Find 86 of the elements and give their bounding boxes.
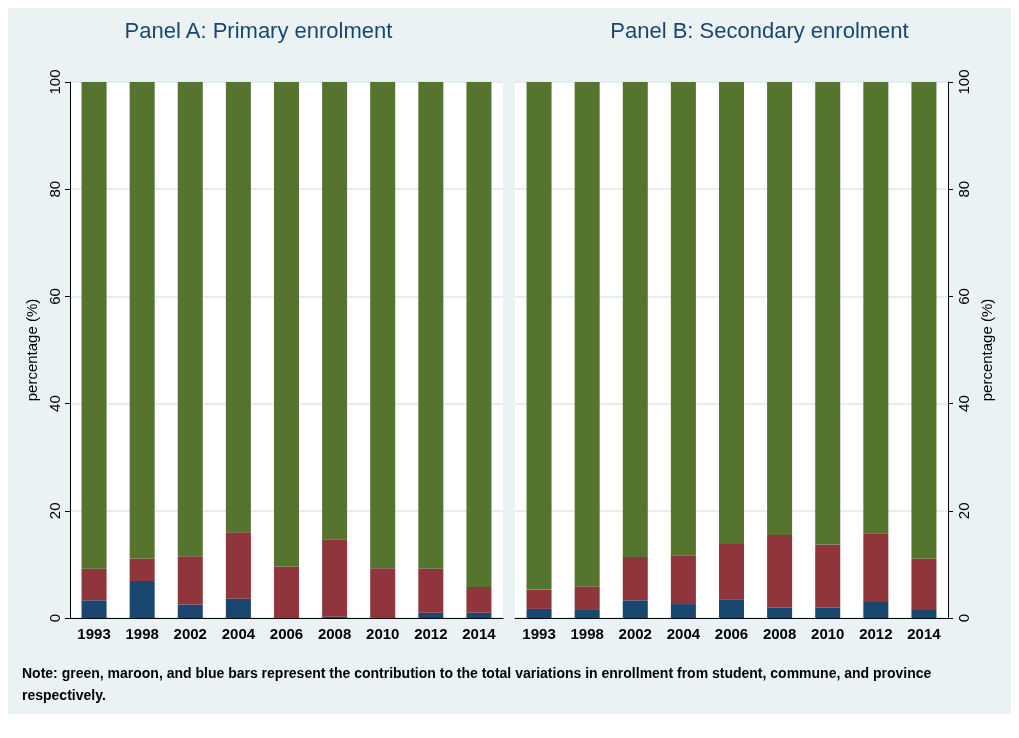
bar xyxy=(177,604,203,618)
bar xyxy=(466,82,492,587)
x-tick-label: 2002 xyxy=(618,625,652,642)
bar xyxy=(574,609,600,618)
x-tick-label: 2008 xyxy=(317,625,352,642)
x-tick-label: 1998 xyxy=(125,625,159,642)
bar xyxy=(466,586,492,613)
bar xyxy=(322,539,348,617)
y-tick-label: 0 xyxy=(955,613,972,623)
chart-title: Panel B: Secondary enrolment xyxy=(610,17,909,43)
bar xyxy=(815,607,841,618)
bar xyxy=(370,82,396,569)
bar xyxy=(767,82,793,535)
x-tick-label: 2014 xyxy=(462,625,497,642)
bar xyxy=(129,558,155,582)
y-tick-label: 40 xyxy=(955,395,972,412)
bar xyxy=(466,612,492,618)
bar xyxy=(718,544,745,600)
bar xyxy=(526,608,552,618)
bar xyxy=(718,82,745,545)
bar xyxy=(225,82,251,533)
bar xyxy=(574,82,600,587)
x-tick-label: 1993 xyxy=(522,625,556,642)
bar xyxy=(767,534,793,608)
x-tick-label: 2014 xyxy=(907,625,942,642)
bar xyxy=(177,556,203,605)
bar xyxy=(418,82,444,569)
bar xyxy=(863,533,889,602)
y-axis-title: percentage (%) xyxy=(23,298,41,402)
y-tick-label: 40 xyxy=(46,395,63,412)
x-tick-label: 1993 xyxy=(77,625,111,642)
bar xyxy=(718,599,745,618)
bar xyxy=(815,82,841,545)
bar xyxy=(129,82,155,559)
x-tick-label: 2006 xyxy=(714,625,749,642)
bar xyxy=(370,568,396,618)
x-tick-label: 2004 xyxy=(221,625,256,642)
bar xyxy=(670,82,696,556)
y-tick-label: 0 xyxy=(46,613,63,623)
text: Note: green, maroon, and blue bars represent the contribution to the total variations in enrollment from student, commune, and province respectively. xyxy=(21,664,933,705)
bar xyxy=(526,82,552,590)
bar xyxy=(863,82,889,534)
bar xyxy=(526,589,552,609)
x-tick-label: 2006 xyxy=(269,625,304,642)
x-tick-label: 2012 xyxy=(859,625,893,642)
bar xyxy=(911,609,937,618)
y-tick-label: 80 xyxy=(955,180,972,198)
bar xyxy=(863,601,889,618)
y-tick-label: 80 xyxy=(46,180,63,198)
bar xyxy=(418,568,444,613)
y-tick-label: 20 xyxy=(46,502,63,520)
x-tick-label: 2002 xyxy=(173,625,207,642)
y-axis-title: percentage (%) xyxy=(977,298,995,402)
y-tick-label: 100 xyxy=(955,69,972,95)
bar xyxy=(418,612,444,618)
y-tick-label: 60 xyxy=(46,288,63,305)
bar xyxy=(81,600,107,618)
bar xyxy=(622,82,648,557)
bar xyxy=(273,566,300,618)
bar xyxy=(81,568,107,601)
bar xyxy=(322,82,348,540)
bar xyxy=(225,598,251,618)
bar xyxy=(767,607,793,618)
x-tick-label: 2010 xyxy=(811,625,845,642)
x-tick-label: 1998 xyxy=(570,625,604,642)
bar xyxy=(622,556,648,601)
y-tick-label: 20 xyxy=(955,502,972,520)
bar xyxy=(670,555,696,605)
bar xyxy=(574,586,600,610)
bar xyxy=(81,82,107,569)
x-tick-label: 2010 xyxy=(366,625,400,642)
bar xyxy=(129,581,155,618)
bar xyxy=(815,544,841,608)
chart-title: Panel A: Primary enrolment xyxy=(124,17,393,43)
bar xyxy=(670,604,696,618)
bar xyxy=(622,600,648,618)
bar xyxy=(225,532,251,599)
y-tick-label: 100 xyxy=(46,69,63,95)
y-tick-label: 60 xyxy=(955,288,972,305)
bar xyxy=(911,558,937,610)
x-tick-label: 2008 xyxy=(762,625,797,642)
x-tick-label: 2012 xyxy=(414,625,448,642)
bar xyxy=(911,82,937,559)
bar xyxy=(273,82,300,567)
bar xyxy=(177,82,203,557)
x-tick-label: 2004 xyxy=(666,625,701,642)
